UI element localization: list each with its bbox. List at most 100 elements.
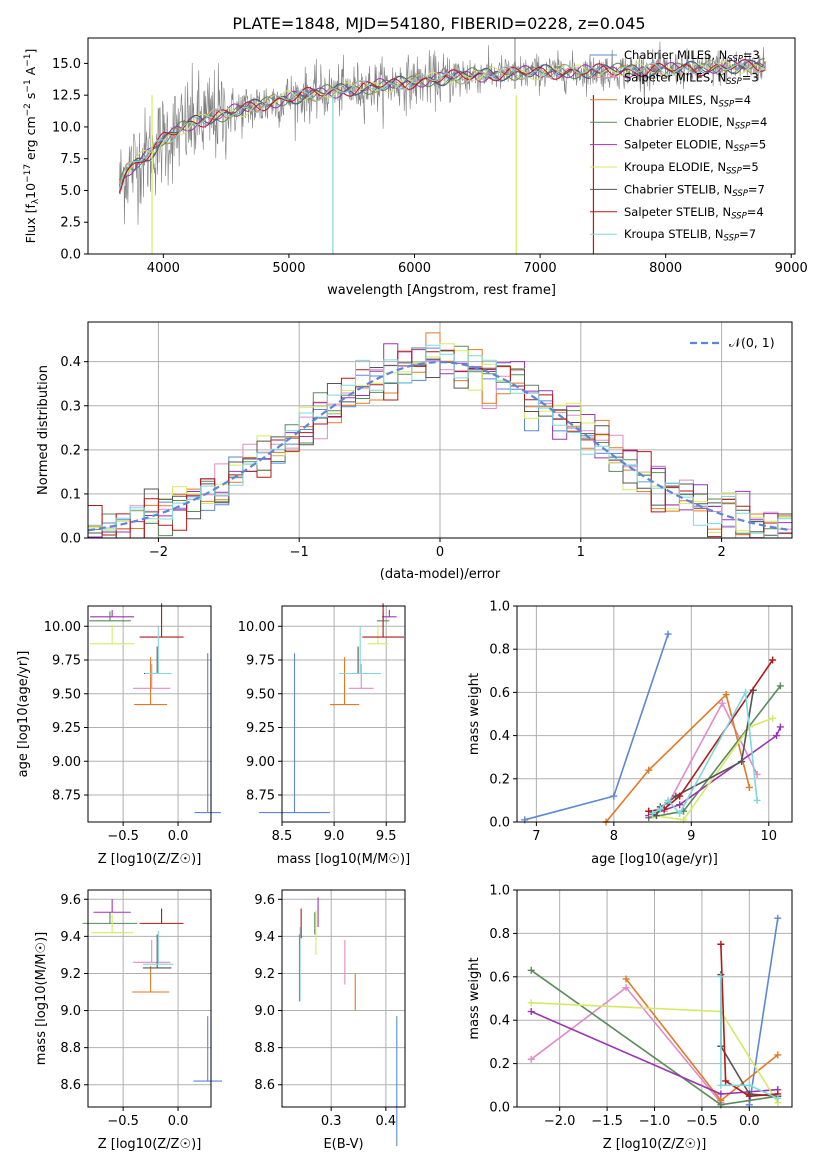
axes-frame	[87, 321, 793, 539]
y-tick-label: 1.0	[489, 600, 510, 615]
data-point-marker	[738, 758, 746, 766]
data-point-marker	[722, 691, 730, 699]
y-tick-label: 10.0	[52, 120, 81, 135]
y-axis-label: Normed distribution	[36, 365, 51, 495]
y-tick-label: 9.4	[254, 930, 275, 945]
x-axis-label: E(B-V)	[323, 1137, 363, 1152]
y-tick-label: 9.25	[52, 721, 81, 736]
x-tick-label: −2.0	[544, 1114, 576, 1129]
x-tick-label: 7000	[524, 261, 557, 276]
x-tick-label: −0.5	[686, 1114, 718, 1129]
age-vs-mass-panel: 8.5 9.0 9.5 8.75 9.00 9.25 9.50 9.75 10.00 mass […	[238, 603, 410, 867]
y-tick-label: 15.0	[52, 57, 81, 72]
data-point-marker	[774, 1094, 782, 1102]
x-tick-label: 4000	[147, 261, 180, 276]
data-point-marker	[645, 766, 653, 774]
x-tick-label: −0.5	[107, 1114, 139, 1129]
y-tick-label: 0.3	[60, 399, 81, 414]
data-point-marker	[718, 699, 726, 707]
x-tick-label: −1	[290, 545, 309, 560]
mass-vs-ebv-plot-area	[298, 897, 398, 1146]
x-tick-label: 10	[760, 829, 777, 844]
data-point-marker	[742, 688, 750, 696]
mass-vs-Z-panel: −0.5 0.0 8.6 8.8 9.0 9.2 9.4 9.6 Z [log10(Z/Z☉)]…	[34, 889, 222, 1152]
axes-frame	[87, 889, 212, 1108]
mass-weight-vs-Z-panel: −2.0 −1.5 −1.0 −0.5 0.0 0.0 0.2 0.4 0.6 0.8 1.0 Z […	[467, 884, 793, 1152]
y-tick-label: 1.0	[489, 884, 510, 899]
x-tick-label: −0.5	[107, 829, 139, 844]
y-tick-label: 0.4	[489, 1014, 510, 1029]
model-line-salpeter-stelib	[118, 58, 766, 193]
normal-curve	[87, 360, 790, 532]
legend-label: Kroupa ELODIE, NSSP=5	[624, 160, 759, 177]
legend-label: Chabrier MILES, NSSP=3	[624, 48, 760, 65]
age-vs-Z-panel: −0.5 0.0 8.75 9.00 9.25 9.50 9.75 10.00 Z [log10…	[16, 603, 221, 867]
data-point-marker	[774, 914, 782, 922]
y-tick-label: 8.6	[254, 1078, 275, 1093]
data-point-marker	[769, 714, 777, 722]
x-axis-label: Z [log10(Z/Z☉)]	[98, 852, 202, 867]
x-tick-label: 0.0	[168, 1114, 189, 1129]
data-point-marker	[652, 812, 660, 820]
legend-label: Chabrier STELIB, NSSP=7	[624, 182, 765, 199]
y-tick-label: 9.6	[254, 893, 275, 908]
data-point-marker	[622, 975, 630, 983]
model-line-kroupa-stelib	[118, 60, 766, 189]
y-tick-label: 8.75	[246, 789, 275, 804]
y-tick-label: 8.6	[60, 1078, 81, 1093]
series-line-kroupa-stelib	[720, 976, 779, 1100]
x-axis-label: (data-model)/error	[380, 567, 501, 582]
data-point-marker	[745, 783, 753, 791]
y-tick-label: 2.5	[60, 216, 81, 231]
spectrum-panel: 4000 5000 6000 7000 8000 9000 0.0 2.5 5.0 7.5 10.0…	[23, 37, 808, 298]
y-axis-label: age [log10(age/yr)]	[16, 651, 31, 778]
axes-frame	[281, 605, 406, 823]
mass-vs-ebv-panel: 0.3 0.4 8.6 8.8 9.0 9.2 9.4 9.6 E(B-V)	[254, 889, 406, 1152]
y-axis-label: mass [log10(M/M☉)]	[34, 932, 49, 1065]
mass-weight-vs-Z-plot-area	[527, 914, 782, 1109]
y-tick-label: 0.2	[489, 772, 510, 787]
x-tick-label: 6000	[398, 261, 431, 276]
data-point-marker	[717, 973, 725, 981]
data-point-marker	[776, 723, 784, 731]
x-tick-label: 1	[577, 545, 585, 560]
y-tick-label: 0.6	[489, 686, 510, 701]
y-tick-label: 9.00	[52, 755, 81, 770]
y-tick-label: 8.75	[52, 789, 81, 804]
series-line-kroupa-elodie	[652, 717, 773, 821]
x-tick-label: −1.5	[591, 1114, 623, 1129]
x-tick-label: 0.4	[376, 1114, 397, 1129]
data-point-marker	[776, 682, 784, 690]
y-tick-label: 0.1	[60, 487, 81, 502]
x-tick-label: 0.0	[168, 829, 189, 844]
legend-label: Kroupa MILES, NSSP=4	[624, 93, 751, 110]
x-tick-label: 0	[436, 545, 444, 560]
legend-label: Salpeter STELIB, NSSP=4	[624, 205, 764, 222]
y-tick-label: 0.0	[489, 1101, 510, 1116]
data-point-marker	[717, 1081, 725, 1089]
legend-label: Salpeter ELODIE, NSSP=5	[624, 138, 766, 155]
data-point-marker	[622, 984, 630, 992]
y-tick-label: 9.6	[60, 893, 81, 908]
x-tick-label: 9.0	[324, 829, 345, 844]
x-axis-label: mass [log10(M/M☉)]	[277, 852, 410, 867]
data-point-marker	[664, 630, 672, 638]
axes-frame	[516, 889, 793, 1108]
data-point-marker	[769, 656, 777, 664]
data-point-marker	[527, 966, 535, 974]
data-point-marker	[722, 1077, 730, 1085]
legend-label: 𝒩(0, 1)	[729, 335, 775, 350]
data-point-marker	[676, 792, 684, 800]
y-tick-label: 0.0	[60, 248, 81, 263]
x-axis-label: Z [log10(Z/Z☉)]	[98, 1137, 202, 1152]
y-tick-label: 0.6	[489, 970, 510, 985]
data-point-marker	[527, 1008, 535, 1016]
y-tick-label: 0.8	[489, 643, 510, 658]
x-tick-label: 8.5	[272, 829, 293, 844]
residuals-plot-area	[87, 332, 792, 539]
y-tick-label: 0.0	[60, 532, 81, 547]
y-tick-label: 9.2	[60, 967, 81, 982]
series-line-salpeter-stelib	[720, 944, 778, 1098]
y-axis-label: mass weight	[467, 957, 482, 1039]
x-axis-label: Z [log10(Z/Z☉)]	[603, 1137, 707, 1152]
